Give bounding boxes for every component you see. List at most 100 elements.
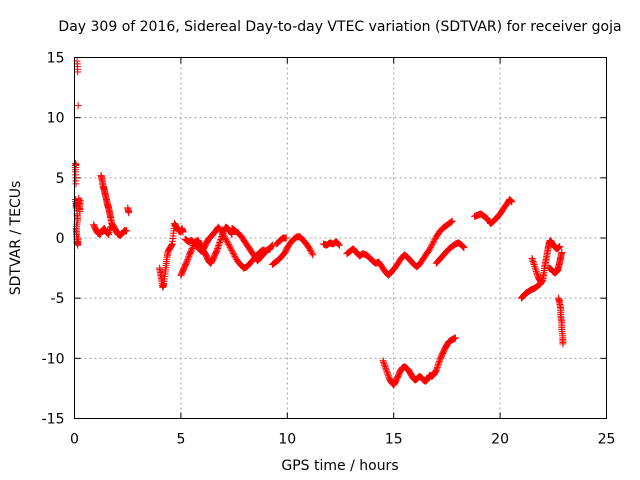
data-point — [383, 369, 391, 377]
x-tick-label: 0 — [70, 432, 79, 448]
data-point — [229, 248, 237, 256]
data-point — [230, 251, 238, 259]
x-tick-label: 20 — [491, 432, 509, 448]
data-point — [530, 259, 538, 267]
data-point — [218, 228, 226, 236]
data-point — [460, 244, 468, 252]
data-point — [105, 230, 113, 238]
data-point — [226, 243, 234, 251]
data-point — [426, 245, 434, 253]
data-point — [533, 271, 541, 279]
data-point — [104, 230, 112, 238]
data-point — [556, 242, 564, 250]
data-point — [309, 251, 317, 259]
data-point — [507, 197, 515, 205]
data-point — [384, 370, 392, 378]
data-point — [74, 102, 82, 110]
y-tick-label: 0 — [56, 231, 65, 247]
data-point — [528, 254, 536, 262]
series-seg-16 — [555, 294, 567, 348]
x-tick-label: 15 — [385, 432, 403, 448]
data-point — [531, 264, 539, 272]
y-tick-label: -15 — [42, 412, 65, 428]
data-point — [459, 243, 467, 251]
data-point — [183, 257, 191, 265]
data-point — [306, 245, 314, 253]
data-point — [282, 234, 290, 242]
data-point — [106, 227, 114, 235]
data-point — [427, 243, 435, 251]
data-point — [213, 246, 221, 254]
data-point — [555, 244, 563, 252]
data-point — [188, 245, 196, 253]
data-point — [451, 334, 459, 342]
data-point — [228, 230, 236, 238]
data-point — [220, 231, 228, 239]
data-point — [223, 237, 231, 245]
data-point — [72, 161, 80, 169]
data-point — [532, 266, 540, 274]
data-point — [227, 245, 235, 253]
data-point — [184, 254, 192, 262]
data-point — [335, 241, 343, 249]
data-point — [168, 241, 176, 249]
data-point — [430, 237, 438, 245]
data-point — [555, 243, 563, 251]
data-point — [435, 359, 443, 367]
data-point — [221, 233, 229, 241]
data-point — [215, 240, 223, 248]
data-point — [433, 363, 441, 371]
data-point — [214, 245, 222, 253]
data-point — [201, 250, 209, 258]
data-point — [216, 239, 224, 247]
data-point — [381, 361, 389, 369]
data-point — [307, 248, 315, 256]
data-point — [507, 197, 515, 205]
data-point — [536, 276, 544, 284]
data-point — [459, 242, 467, 250]
x-tick-label: 10 — [278, 432, 296, 448]
data-point — [435, 357, 443, 365]
data-point — [529, 256, 537, 264]
series-seg-14 — [528, 254, 545, 285]
data-point — [448, 217, 456, 225]
series-early-spikes — [72, 57, 84, 249]
data-point — [529, 257, 537, 265]
series-seg-7 — [268, 233, 317, 268]
data-point — [227, 229, 235, 237]
data-point — [533, 269, 541, 277]
data-point — [225, 242, 233, 250]
data-point — [232, 254, 240, 262]
data-point — [431, 368, 439, 376]
data-point — [76, 197, 84, 205]
data-point — [432, 366, 440, 374]
data-point — [431, 236, 439, 244]
series-seg-10 — [379, 334, 459, 389]
data-point — [167, 242, 175, 250]
data-point — [268, 241, 276, 249]
data-point — [222, 236, 230, 244]
x-tick-label: 5 — [176, 432, 185, 448]
data-point — [447, 218, 455, 226]
data-point — [384, 372, 392, 380]
data-point — [379, 357, 387, 365]
data-point — [334, 239, 342, 247]
chart-title: Day 309 of 2016, Sidereal Day-to-day VTE… — [58, 19, 621, 35]
data-point — [506, 196, 514, 204]
data-point — [72, 180, 80, 188]
data-point — [208, 257, 216, 265]
y-axis-label: SDTVAR / TECUs — [8, 181, 24, 296]
data-point — [308, 249, 316, 257]
data-point — [216, 237, 224, 245]
series-seg-2 — [97, 171, 133, 240]
data-point — [383, 367, 391, 375]
x-axis-label: GPS time / hours — [281, 458, 398, 474]
data-point — [335, 240, 343, 248]
data-point — [123, 227, 131, 235]
series-seg-9 — [343, 217, 456, 279]
data-point — [215, 242, 223, 250]
x-tick-labels: 0 5 10 15 20 25 — [70, 432, 615, 448]
data-point — [105, 229, 113, 237]
data-point — [189, 243, 197, 251]
